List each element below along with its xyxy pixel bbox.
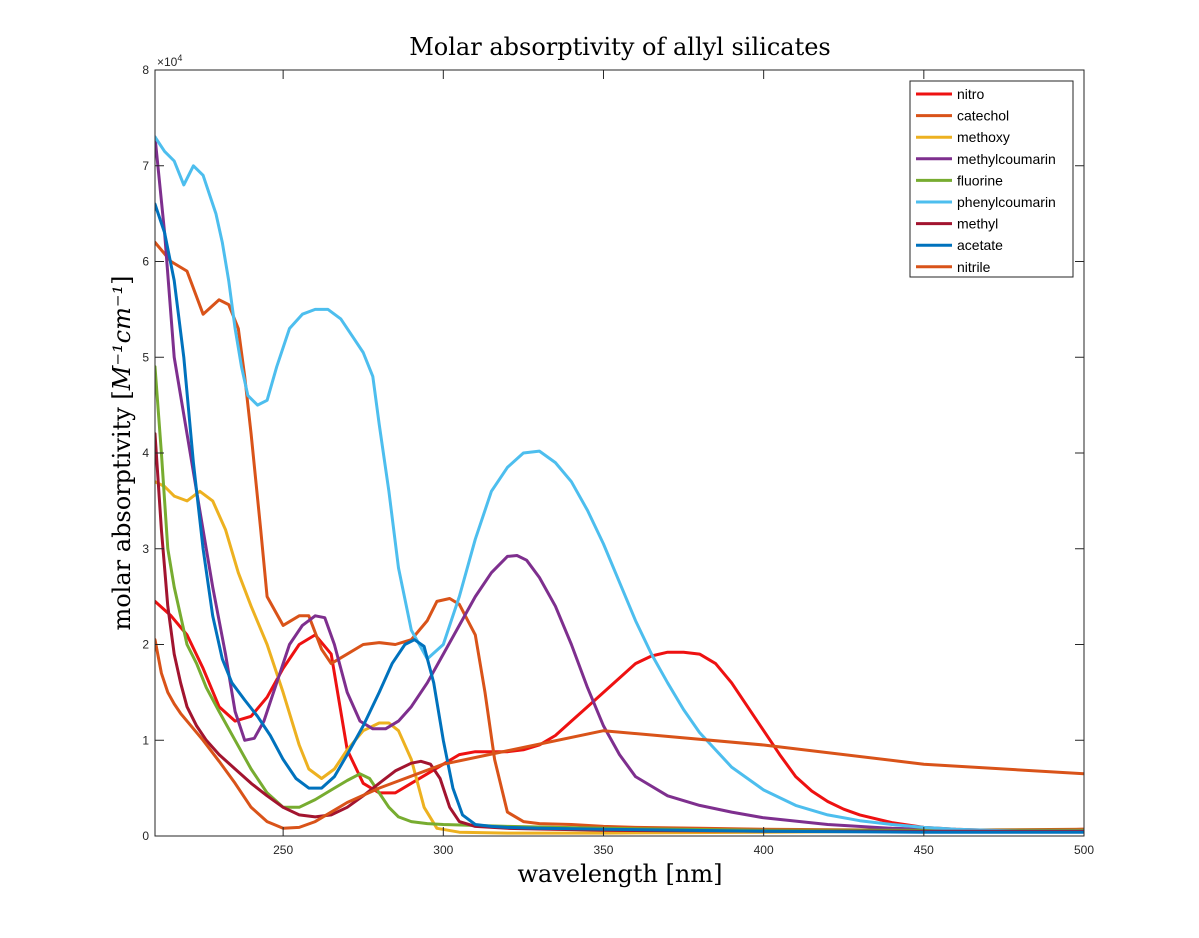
- series-line-methyl: [155, 432, 1084, 833]
- ticks-layer: 250 300 350 400 450 500 0 1 2 3 4 5 6 7 8: [142, 63, 1094, 857]
- series-line-nitro: [155, 599, 1084, 832]
- legend-label-phenylcoumarin: phenylcoumarin: [957, 194, 1056, 210]
- legend-items: nitro catechol methoxy methylcoumarin fluori…: [916, 86, 1056, 275]
- series-line-methylcoumarin: [155, 135, 1084, 833]
- y-multiplier-base: ×10: [157, 55, 178, 69]
- series-line-phenylcoumarin: [155, 135, 1084, 833]
- y-tick-label: 1: [142, 733, 149, 747]
- legend-label-methoxy: methoxy: [957, 129, 1010, 145]
- y-axis-multiplier: ×104: [157, 53, 182, 69]
- y-axis-label-close: ]: [108, 275, 136, 284]
- x-tick-label: 300: [433, 843, 453, 857]
- y-tick-label: 0: [142, 829, 149, 843]
- x-tick-label: 450: [914, 843, 934, 857]
- x-axis-label: wavelength [nm]: [518, 860, 723, 888]
- legend-label-catechol: catechol: [957, 108, 1009, 124]
- y-tick-label: 8: [142, 63, 149, 77]
- legend: nitro catechol methoxy methylcoumarin fluori…: [909, 80, 1074, 278]
- x-tick-label: 250: [273, 843, 293, 857]
- y-axis-label-text: molar absorptivity [: [108, 390, 136, 630]
- legend-label-fluorine: fluorine: [957, 172, 1003, 188]
- series-line-methoxy: [155, 480, 1084, 835]
- y-axis-label-unit: M⁻¹cm⁻¹: [108, 285, 136, 391]
- legend-label-methyl: methyl: [957, 216, 998, 232]
- y-tick-label: 7: [142, 159, 149, 173]
- x-tick-label: 350: [593, 843, 613, 857]
- y-multiplier-exponent: 4: [177, 53, 182, 63]
- x-tick-label: 400: [754, 843, 774, 857]
- chart-title: Molar absorptivity of allyl silicates: [409, 33, 831, 61]
- x-tick-label: 500: [1074, 843, 1094, 857]
- series-line-fluorine: [155, 365, 1084, 832]
- series-line-nitrile: [155, 638, 1084, 830]
- legend-label-nitrile: nitrile: [957, 259, 991, 275]
- legend-label-methylcoumarin: methylcoumarin: [957, 151, 1056, 167]
- y-axis-label: molar absorptivity [M⁻¹cm⁻¹]: [108, 275, 136, 630]
- legend-label-nitro: nitro: [957, 86, 984, 102]
- series-layer: [155, 135, 1084, 835]
- legend-label-acetate: acetate: [957, 237, 1003, 253]
- series-line-acetate: [155, 202, 1084, 834]
- y-tick-label: 2: [142, 638, 149, 652]
- y-tick-label: 5: [142, 350, 149, 364]
- y-tick-label: 4: [142, 446, 149, 460]
- series-line-catechol: [155, 240, 1084, 832]
- y-tick-label: 3: [142, 542, 149, 556]
- y-tick-label: 6: [142, 255, 149, 269]
